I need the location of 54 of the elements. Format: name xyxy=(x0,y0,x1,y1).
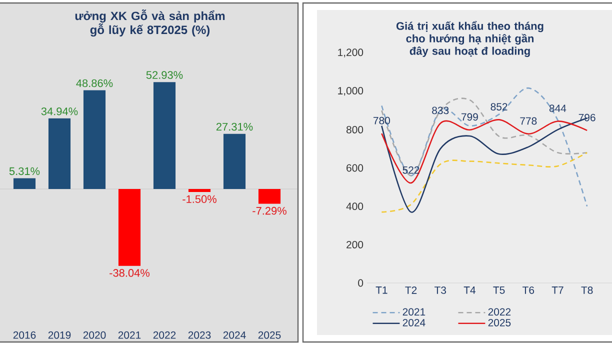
bar xyxy=(83,90,106,189)
data-label: 522 xyxy=(402,166,420,174)
data-label: 48.86% xyxy=(76,79,113,88)
legend-label: 2024 xyxy=(402,318,426,326)
data-label: 778 xyxy=(520,117,537,125)
x-tick-label: T8 xyxy=(581,286,593,294)
y-tick-label: 800 xyxy=(346,126,364,134)
data-label: 796 xyxy=(578,114,596,122)
chart-title: ưởng XK Gỗ và sản phẩm gỗ lũy kế 8T2025 (%) xyxy=(75,9,225,37)
data-label: -7.29% xyxy=(252,206,286,215)
x-tick-label: 2025 xyxy=(258,331,281,339)
y-tick-label: 0 xyxy=(358,279,364,287)
data-label: 833 xyxy=(432,106,449,114)
y-tick-label: 400 xyxy=(346,202,364,210)
legend-label: 2022 xyxy=(488,308,511,316)
legend-label: 2021 xyxy=(402,308,426,316)
x-tick-label: T6 xyxy=(522,286,534,294)
x-tick-label: 2024 xyxy=(223,331,246,339)
data-label: -38.04% xyxy=(110,269,150,277)
x-tick-label: T7 xyxy=(552,286,564,294)
x-tick-label: T1 xyxy=(376,286,388,294)
legend-label: 2025 xyxy=(488,318,511,326)
bar xyxy=(153,82,176,189)
data-label: 799 xyxy=(462,113,478,121)
bar xyxy=(258,188,281,204)
data-label: 852 xyxy=(490,103,508,111)
data-label: 34.94% xyxy=(41,107,78,116)
bar xyxy=(13,178,36,189)
bar xyxy=(118,188,141,266)
x-tick-label: 2021 xyxy=(118,331,141,339)
y-tick-label: 1,000 xyxy=(338,87,364,96)
data-label: 5.31% xyxy=(9,167,40,176)
data-label: 780 xyxy=(373,116,390,124)
data-label: 27.31% xyxy=(216,122,253,131)
bar xyxy=(188,188,211,192)
x-tick-label: 2019 xyxy=(48,331,71,339)
bar xyxy=(48,118,71,189)
x-tick-label: 2016 xyxy=(13,331,36,339)
data-label: -1.50% xyxy=(182,195,216,203)
x-tick-label: T5 xyxy=(493,286,505,294)
x-tick-label: 2022 xyxy=(153,331,176,339)
data-label: 844 xyxy=(549,104,566,112)
x-tick-label: T2 xyxy=(405,286,417,294)
data-label: 52.93% xyxy=(146,71,183,79)
x-tick-label: T3 xyxy=(434,286,446,294)
y-tick-label: 600 xyxy=(346,164,364,172)
x-tick-label: T4 xyxy=(464,286,476,294)
x-tick-label: 2023 xyxy=(188,331,211,339)
chart-title: Giá trị xuất khẩu theo tháng cho hướng hạ nhiệt gần đây sau hoạt đ loading xyxy=(396,20,544,58)
x-tick-label: 2020 xyxy=(83,331,106,339)
bar xyxy=(223,134,246,189)
y-tick-label: 1,200 xyxy=(338,48,364,58)
line-series xyxy=(381,152,588,213)
y-tick-label: 200 xyxy=(346,240,364,248)
